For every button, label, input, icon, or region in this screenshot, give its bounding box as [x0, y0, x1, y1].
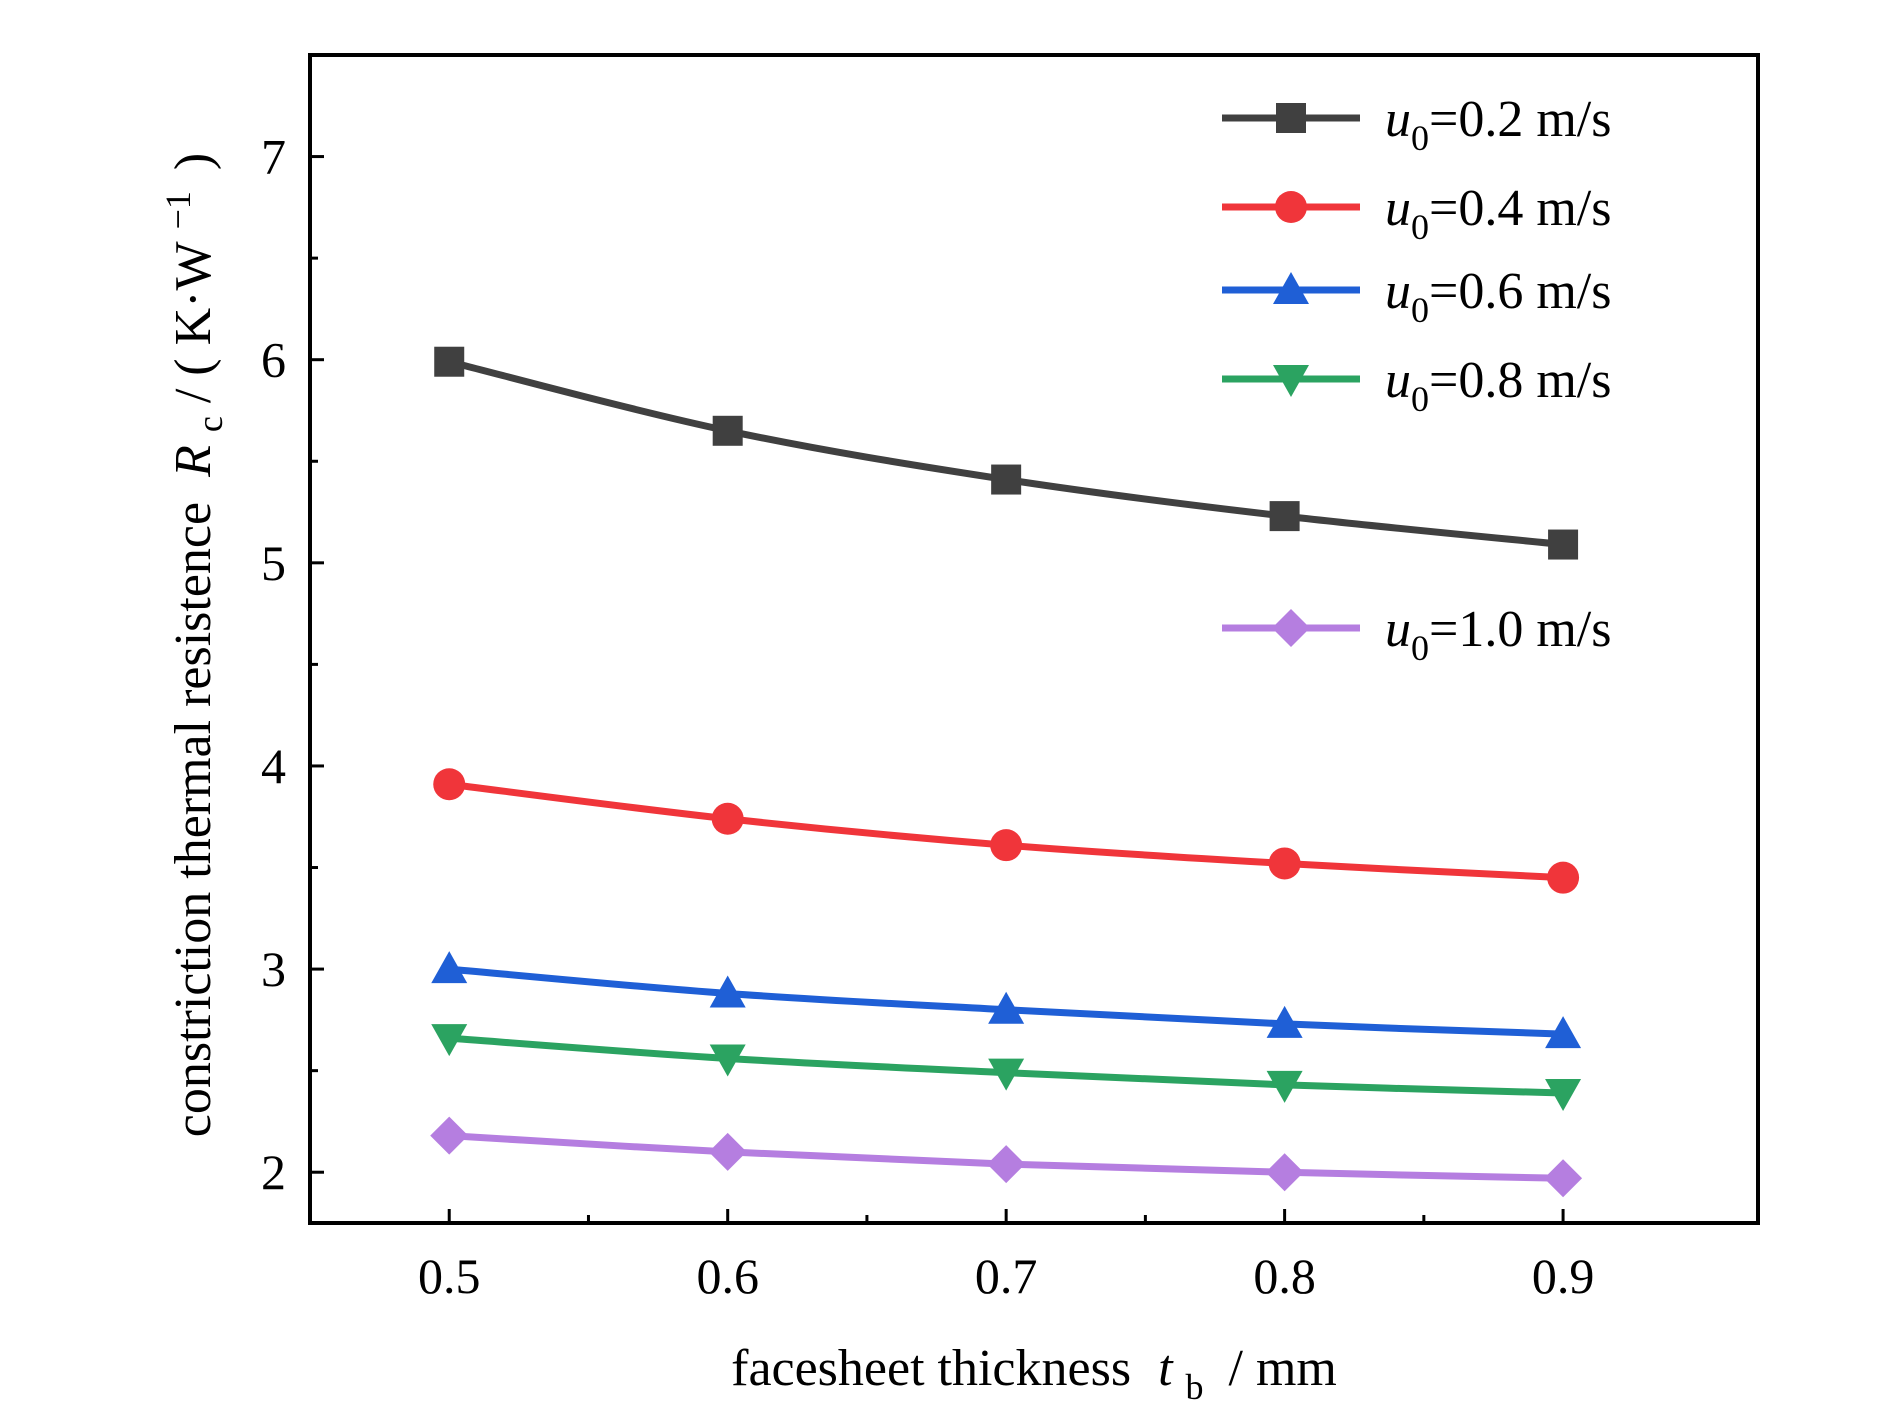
data-point [711, 802, 744, 835]
data-point [990, 829, 1023, 862]
x-tick-label: 0.7 [975, 1248, 1038, 1304]
y-axis-title-main: constriction thermal resistence [165, 502, 222, 1137]
legend-label-sub: 0 [1411, 118, 1429, 158]
legend-label: u0=0.4 m/s [1385, 180, 1611, 247]
x-axis-title-unit: / mm [1229, 1340, 1337, 1397]
data-point [709, 975, 746, 1008]
data-point [430, 1116, 469, 1155]
legend-marker [1276, 103, 1306, 133]
x-axis-title-main: facesheet thickness [731, 1340, 1131, 1397]
series-5 [430, 1116, 1583, 1198]
data-point [991, 464, 1022, 495]
legend-label: u0=0.2 m/s [1385, 91, 1611, 158]
legend-label-var: u [1385, 180, 1411, 237]
x-tick-label: 0.6 [696, 1248, 759, 1304]
legend-label-text: =0.6 m/s [1429, 263, 1611, 320]
legend-label-var: u [1385, 352, 1411, 409]
legend: u0=0.2 m/su0=0.4 m/su0=0.6 m/su0=0.8 m/s… [1222, 91, 1611, 668]
y-tick-label: 3 [261, 941, 286, 997]
x-axis-title-var: t [1158, 1340, 1174, 1397]
data-point [1268, 847, 1301, 880]
legend-marker [1273, 365, 1309, 397]
legend-marker [1272, 609, 1310, 647]
data-point [1266, 1005, 1303, 1038]
data-point [1265, 1153, 1304, 1192]
legend-item: u0=0.8 m/s [1222, 352, 1611, 419]
y-tick-label: 7 [261, 129, 286, 185]
legend-label-text: =0.2 m/s [1429, 91, 1611, 148]
y-axis-title-unit-sup: −1 [158, 191, 198, 229]
x-tick-label: 0.9 [1532, 1248, 1595, 1304]
x-tick-label: 0.5 [418, 1248, 481, 1304]
legend-item: u0=0.4 m/s [1222, 180, 1611, 247]
legend-label-var: u [1385, 601, 1411, 658]
y-axis: 2 3 4 5 6 7 [261, 129, 324, 1200]
y-axis-title-var: R [165, 445, 222, 478]
legend-label-text: =0.4 m/s [1429, 180, 1611, 237]
legend-item: u0=1.0 m/s [1222, 601, 1611, 668]
legend-label-text: =1.0 m/s [1429, 601, 1611, 658]
legend-marker [1273, 272, 1309, 304]
x-axis-title: facesheet thickness t b / mm [731, 1340, 1337, 1403]
data-point [1266, 1070, 1303, 1103]
legend-marker [1275, 191, 1307, 223]
legend-label: u0=1.0 m/s [1385, 601, 1611, 668]
data-point [1547, 861, 1580, 894]
y-tick-label: 2 [261, 1144, 286, 1200]
series-3 [431, 951, 1582, 1049]
data-point [1269, 501, 1300, 532]
legend-label-sub: 0 [1411, 207, 1429, 247]
y-tick-label: 5 [261, 535, 286, 591]
data-point [433, 768, 466, 801]
legend-label-sub: 0 [1411, 290, 1429, 330]
legend-label-sub: 0 [1411, 628, 1429, 668]
y-tick-label: 6 [261, 332, 286, 388]
legend-label: u0=0.8 m/s [1385, 352, 1611, 419]
data-point [1544, 1159, 1583, 1198]
legend-label: u0=0.6 m/s [1385, 263, 1611, 330]
legend-label-sub: 0 [1411, 379, 1429, 419]
data-point [434, 346, 465, 377]
legend-label-var: u [1385, 263, 1411, 320]
legend-label-text: =0.8 m/s [1429, 352, 1611, 409]
y-tick-label: 4 [261, 738, 286, 794]
x-axis: 0.5 0.6 0.7 0.8 0.9 [418, 1209, 1594, 1304]
legend-item: u0=0.6 m/s [1222, 263, 1611, 330]
series-layer [430, 346, 1583, 1198]
data-point [431, 951, 468, 984]
data-point [1545, 1078, 1582, 1111]
data-point [1545, 1016, 1582, 1049]
data-point [712, 415, 743, 446]
y-axis-title-unit-close: ) [165, 153, 222, 170]
y-axis-title-unit: / ( K·W [165, 242, 222, 404]
data-point [709, 1044, 746, 1077]
x-axis-title-sub: b [1186, 1367, 1204, 1403]
data-point [708, 1132, 747, 1171]
x-tick-label: 0.8 [1253, 1248, 1316, 1304]
series-4 [431, 1024, 1582, 1111]
data-point [988, 1058, 1025, 1091]
series-2 [433, 768, 1580, 894]
data-point [987, 1145, 1026, 1184]
plot-frame [308, 53, 1760, 1225]
data-point [1548, 529, 1579, 560]
data-point [431, 1024, 468, 1057]
y-axis-title-sub: c [190, 416, 230, 432]
legend-item: u0=0.2 m/s [1222, 91, 1611, 158]
series-1 [434, 346, 1579, 560]
data-point [988, 991, 1025, 1024]
legend-label-var: u [1385, 91, 1411, 148]
y-axis-title: constriction thermal resistence R c / ( … [145, 153, 234, 1138]
